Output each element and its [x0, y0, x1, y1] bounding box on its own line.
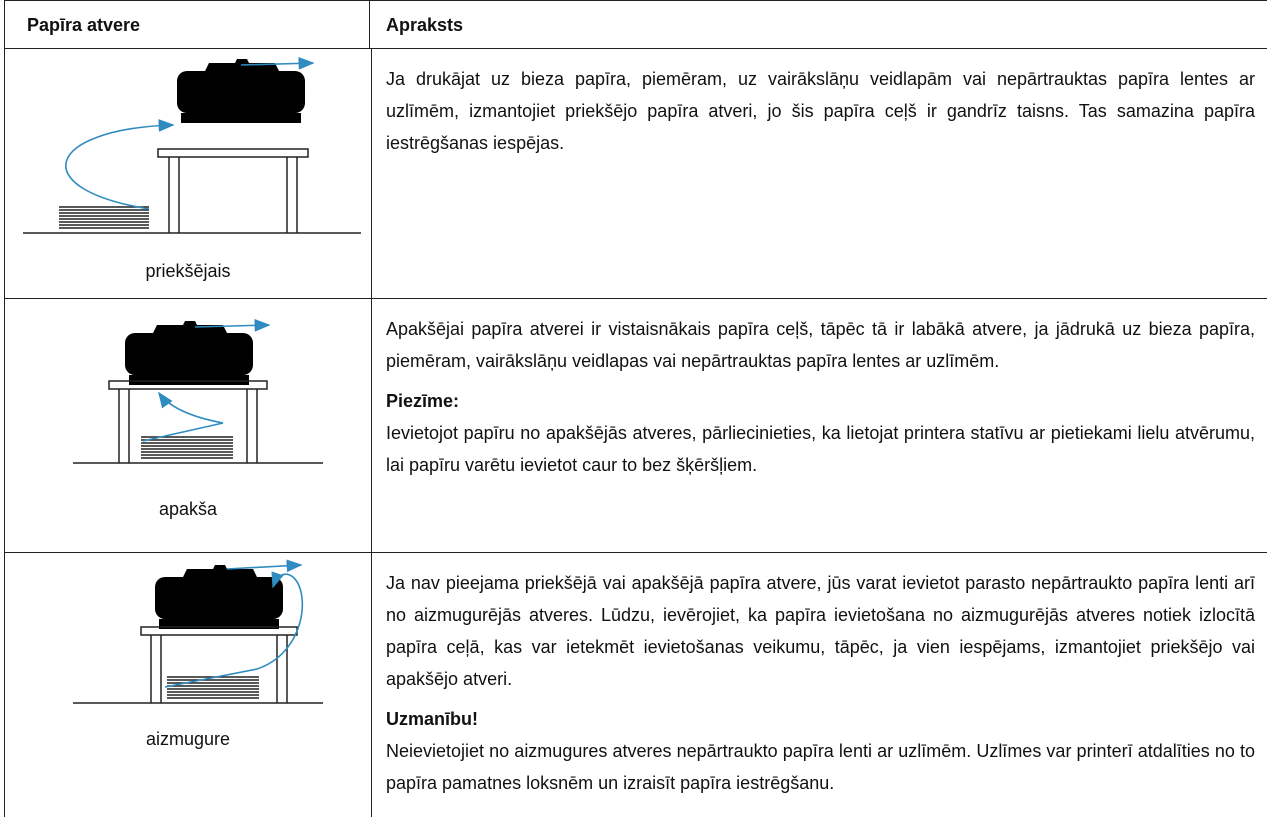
image-cell: priekšējais: [4, 49, 372, 299]
header-cell: Apraksts: [386, 15, 464, 35]
note-title: Uzmanību!: [386, 709, 478, 729]
text-cell: Apakšējai papīra atverei ir vistaisnākai…: [371, 299, 1267, 553]
note-text: Ievietojot papīru no apakšējās atveres, …: [386, 423, 1255, 475]
illustration: [73, 318, 323, 464]
header-row: Papīra atvere Apraksts: [4, 0, 1267, 49]
note-title: Piezīme:: [386, 391, 460, 411]
paragraph: Ja drukājat uz bieza papīra, piemēram, u…: [386, 69, 1255, 153]
cell-label: apakša: [158, 499, 218, 519]
image-cell: apakša: [4, 299, 372, 553]
table-row: priekšējais Ja drukājat uz bieza papīra,…: [4, 48, 1267, 299]
table-row: aizmugure Ja nav pieejama priekšējā vai …: [4, 552, 1267, 817]
note-text: Neievietojiet no aizmugures atveres nepā…: [386, 741, 1255, 793]
image-cell: aizmugure: [4, 553, 372, 817]
paragraph: Ja nav pieejama priekšējā vai apakšējā p…: [386, 573, 1255, 689]
cell-label: aizmugure: [145, 729, 231, 749]
text-cell: Ja nav pieejama priekšējā vai apakšējā p…: [371, 553, 1267, 817]
cell-label: priekšējais: [145, 261, 231, 281]
table-row: apakša Apakšējai papīra atverei ir vista…: [4, 298, 1267, 553]
header-cell: Papīra atvere: [4, 1, 370, 49]
text-cell: Ja drukājat uz bieza papīra, piemēram, u…: [371, 49, 1267, 299]
paragraph: Apakšējai papīra atverei ir vistaisnākai…: [386, 319, 1255, 371]
illustration: [73, 559, 323, 704]
illustration: [23, 57, 361, 234]
